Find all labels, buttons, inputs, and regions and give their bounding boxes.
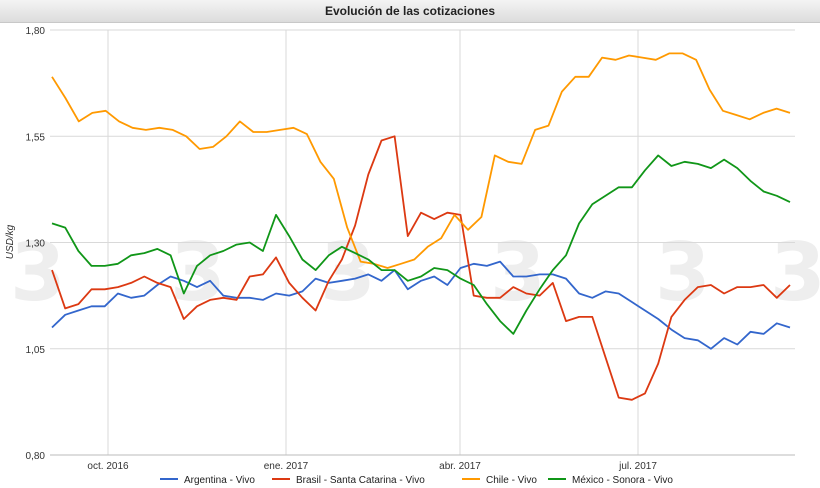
series-layer [51,52,791,401]
legend-label: México - Sonora - Vivo [572,475,673,486]
y-tick-label: 1,30 [26,239,46,250]
x-axis-ticks: oct. 2016 ene. 2017 abr. 2017 jul. 2017 [87,461,657,472]
watermark-3: 3 [490,226,546,319]
y-tick-label: 0,80 [26,451,46,462]
legend-label: Chile - Vivo [486,475,537,486]
y-tick-label: 1,05 [26,345,46,356]
x-tick-label: oct. 2016 [87,461,129,472]
legend-item[interactable]: México - Sonora - Vivo [548,475,673,486]
legend-item[interactable]: Brasil - Santa Catarina - Vivo [272,475,425,486]
series-line-argentina-vivo [51,260,791,350]
legend-item[interactable]: Argentina - Vivo [160,475,255,486]
legend-label: Argentina - Vivo [184,475,255,486]
x-tick-label: jul. 2017 [618,461,657,472]
y-tick-label: 1,80 [26,26,46,37]
x-tick-label: abr. 2017 [439,461,481,472]
legend-item[interactable]: Chile - Vivo [462,475,537,486]
watermark-3: 3 [170,226,226,319]
chart-title: Evolución de las cotizaciones [0,0,820,23]
watermark-3: 3 [320,226,376,319]
legend[interactable]: Argentina - Vivo Brasil - Santa Catarina … [160,475,673,486]
y-axis-label: USD/kg [5,224,16,259]
watermark-3: 3 [770,226,820,319]
legend-label: Brasil - Santa Catarina - Vivo [296,475,425,486]
series-line-chile-vivo [51,52,791,269]
series-line-m-xico-sonora-vivo [51,154,791,335]
grid-lines [50,29,795,456]
y-axis-ticks: 0,80 1,05 1,30 1,55 1,80 [26,26,46,462]
x-tick-label: ene. 2017 [264,461,309,472]
series-line-brasil-santa-catarina-vivo [51,135,791,401]
watermark-3: 3 [655,226,711,319]
watermark-3: 3 [10,226,66,319]
y-tick-label: 1,55 [26,132,46,143]
